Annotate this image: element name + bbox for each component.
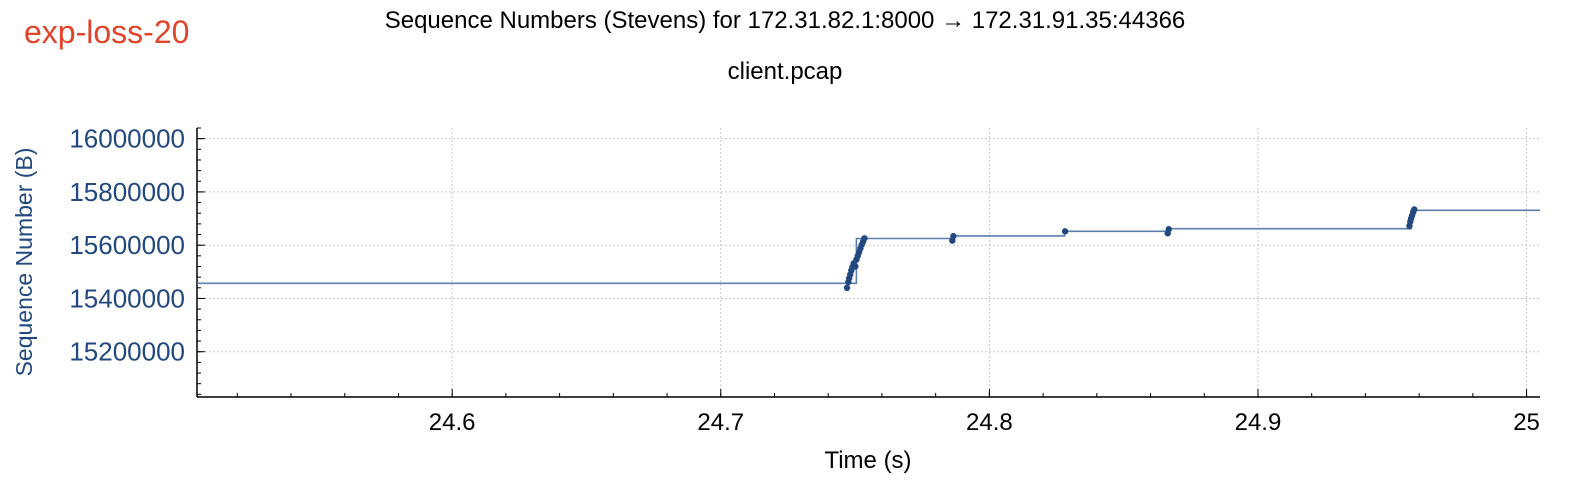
- data-point: [1411, 206, 1418, 213]
- x-tick-label: 24.8: [966, 409, 1013, 436]
- x-tick-labels: 24.6 24.7 24.8 24.9 25: [429, 409, 1540, 436]
- x-tick-label: 24.7: [697, 409, 744, 436]
- chart-subtitle: client.pcap: [727, 58, 843, 85]
- x-axis-label: Time (s): [824, 447, 911, 474]
- data-point: [950, 232, 957, 240]
- data-point: [1165, 226, 1172, 233]
- x-tick-label: 24.9: [1235, 409, 1282, 436]
- sequence-step-line: [197, 209, 1540, 285]
- grid-lines: [197, 128, 1540, 397]
- axes: [196, 128, 1540, 398]
- y-tick-label: 16000000: [69, 124, 185, 154]
- y-tick-label: 15400000: [69, 283, 185, 313]
- series-layer: [197, 206, 1540, 292]
- y-tick-label: 15600000: [69, 230, 185, 260]
- data-point: [852, 263, 859, 270]
- data-point: [861, 235, 868, 242]
- chart-title: Sequence Numbers (Stevens) for 172.31.82…: [384, 7, 1186, 34]
- data-point: [1061, 228, 1069, 235]
- y-axis-label: Sequence Number (B): [11, 148, 37, 377]
- y-tick-label: 15800000: [69, 177, 185, 207]
- experiment-tag: exp-loss-20: [24, 14, 190, 50]
- x-tick-label: 25: [1513, 409, 1540, 436]
- minor-ticks: [197, 127, 1528, 397]
- x-tick-label: 24.6: [429, 409, 476, 436]
- data-point: [843, 284, 851, 292]
- y-tick-labels: 15200000 15400000 15600000 15800000 16000000: [69, 124, 185, 367]
- y-tick-label: 15200000: [69, 337, 185, 367]
